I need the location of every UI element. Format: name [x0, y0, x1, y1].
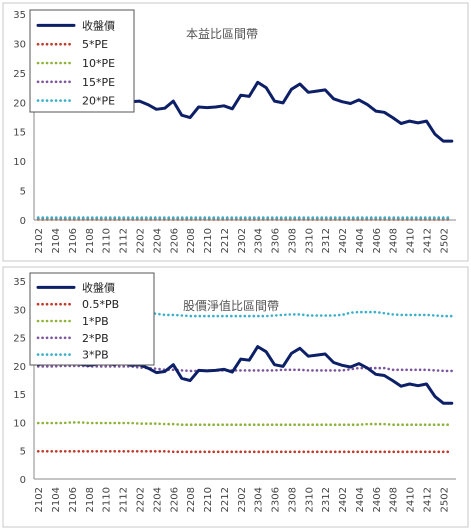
x-tick-label: 2412	[422, 228, 433, 253]
legend-label-3: 2*PB	[82, 332, 109, 345]
x-tick-label: 2312	[321, 228, 332, 253]
x-tick-label: 2308	[287, 487, 298, 512]
x-tick-label: 2208	[186, 228, 197, 253]
legend-label-0: 收盤價	[82, 18, 115, 32]
x-tick-label: 2102	[34, 228, 45, 253]
x-tick-label: 2402	[338, 487, 349, 512]
x-tick-label: 2402	[338, 228, 349, 253]
x-tick-label: 2202	[136, 487, 147, 512]
x-tick-label: 2106	[68, 487, 79, 512]
legend-label-4: 3*PB	[82, 349, 109, 362]
x-tick-label: 2310	[304, 487, 315, 512]
y-tick-label: 5	[20, 447, 26, 458]
x-tick-label: 2110	[102, 228, 113, 253]
x-tick-label: 2106	[68, 228, 79, 253]
x-tick-label: 2104	[51, 228, 62, 253]
y-tick-label: 15	[13, 390, 26, 401]
x-tick-label: 2112	[119, 228, 130, 253]
legend-label-0: 收盤價	[82, 280, 115, 294]
legend-label-3: 15*PE	[82, 76, 115, 89]
x-tick-label: 2206	[169, 228, 180, 253]
x-tick-label: 2206	[169, 487, 180, 512]
y-tick-label: 0	[20, 475, 26, 486]
x-tick-label: 2108	[85, 228, 96, 253]
legend-label-2: 10*PE	[82, 57, 115, 70]
legend-box	[29, 9, 135, 113]
y-tick-label: 35	[13, 10, 26, 21]
y-tick-label: 0	[20, 216, 26, 227]
x-tick-label: 2310	[304, 228, 315, 253]
band-annotation: 本益比區間帶	[186, 27, 258, 41]
x-tick-label: 2304	[254, 228, 265, 253]
x-tick-label: 2304	[254, 487, 265, 512]
x-tick-label: 2204	[152, 487, 163, 512]
x-tick-label: 2204	[152, 228, 163, 253]
x-tick-label: 2502	[439, 487, 450, 512]
x-tick-label: 2104	[51, 487, 62, 512]
pb-band-chart: 0 5 10 15 20 25 30 35 2102 2104 2106 2108 2110 2112 22…	[2, 266, 469, 528]
legend-label-4: 20*PE	[82, 95, 115, 108]
x-tick-label: 2404	[355, 228, 366, 253]
x-tick-label: 2102	[34, 487, 45, 512]
y-tick-label: 10	[13, 157, 26, 168]
x-tick-label: 2406	[372, 228, 383, 253]
x-tick-label: 2110	[102, 487, 113, 512]
x-tick-label: 2502	[439, 228, 450, 253]
x-tick-label: 2408	[389, 228, 400, 253]
x-tick-label: 2212	[220, 228, 231, 253]
y-tick-label: 15	[13, 128, 26, 139]
x-tick-label: 2408	[389, 487, 400, 512]
x-tick-label: 2410	[406, 228, 417, 253]
y-tick-label: 25	[13, 69, 26, 80]
x-tick-label: 2208	[186, 487, 197, 512]
y-tick-label: 35	[13, 277, 26, 288]
y-tick-label: 20	[13, 98, 26, 109]
legend-label-1: 0.5*PB	[82, 298, 119, 311]
y-tick-label: 30	[13, 305, 26, 316]
y-tick-label: 20	[13, 362, 26, 373]
legend-label-2: 1*PB	[82, 315, 109, 328]
x-tick-label: 2312	[321, 487, 332, 512]
series-line-2	[36, 421, 454, 426]
band-annotation: 股價淨值比區間帶	[183, 298, 279, 313]
x-tick-label: 2112	[119, 487, 130, 512]
y-tick-label: 25	[13, 334, 26, 345]
x-tick-label: 2306	[271, 487, 282, 512]
x-tick-label: 2108	[85, 487, 96, 512]
x-tick-label: 2202	[136, 228, 147, 253]
y-tick-label: 5	[20, 187, 26, 198]
x-tick-label: 2302	[237, 228, 248, 253]
x-tick-label: 2406	[372, 487, 383, 512]
pe-band-chart: 0 5 10 15 20 25 30 35 2102 2104 2106 2108 2110 2112 22…	[2, 2, 469, 262]
series-line-3	[36, 364, 454, 373]
y-tick-label: 30	[13, 39, 26, 50]
y-tick-label: 10	[13, 418, 26, 429]
x-tick-label: 2412	[422, 487, 433, 512]
x-tick-label: 2210	[203, 487, 214, 512]
x-tick-label: 2212	[220, 487, 231, 512]
x-tick-label: 2404	[355, 487, 366, 512]
x-tick-label: 2210	[203, 228, 214, 253]
x-tick-label: 2306	[271, 228, 282, 253]
series-line-1	[36, 450, 454, 454]
series-line-4	[36, 308, 454, 318]
x-tick-label: 2302	[237, 487, 248, 512]
x-tick-label: 2308	[287, 228, 298, 253]
legend-label-1: 5*PE	[82, 38, 108, 51]
x-tick-label: 2410	[406, 487, 417, 512]
